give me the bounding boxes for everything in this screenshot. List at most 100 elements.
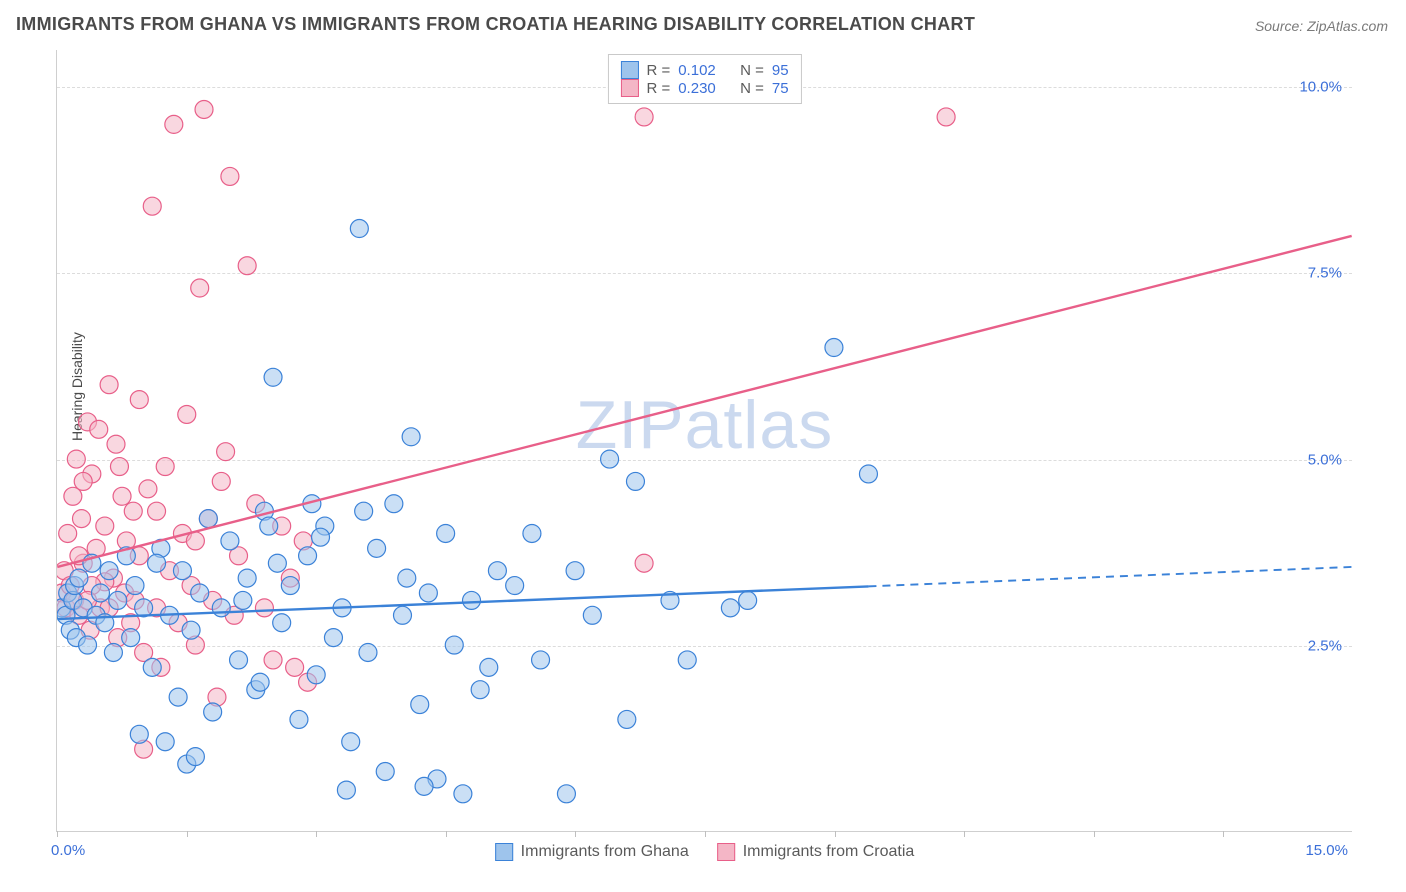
ghana-point: [739, 591, 757, 609]
ghana-point: [398, 569, 416, 587]
ghana-point: [221, 532, 239, 550]
ghana-point: [626, 472, 644, 490]
ghana-point: [264, 368, 282, 386]
croatia-point: [110, 458, 128, 476]
ghana-point: [355, 502, 373, 520]
ghana-point: [290, 710, 308, 728]
x-axis-min-label: 0.0%: [51, 842, 85, 859]
croatia-point: [165, 115, 183, 133]
ghana-point: [268, 554, 286, 572]
croatia-point: [178, 405, 196, 423]
ghana-regression-line-dashed: [868, 567, 1351, 586]
ghana-point: [299, 547, 317, 565]
ghana-point: [91, 584, 109, 602]
ghana-point: [368, 539, 386, 557]
ghana-point: [419, 584, 437, 602]
ghana-point: [523, 524, 541, 542]
croatia-point: [286, 658, 304, 676]
ghana-point: [273, 614, 291, 632]
xtick: [964, 831, 965, 837]
ghana-point: [471, 681, 489, 699]
ghana-point: [122, 629, 140, 647]
ghana-point: [566, 562, 584, 580]
ghana-point: [825, 339, 843, 357]
legend-R-croatia: 0.230: [678, 80, 716, 97]
ghana-point: [506, 577, 524, 595]
ghana-point: [109, 591, 127, 609]
xtick: [835, 831, 836, 837]
ghana-point: [173, 562, 191, 580]
ghana-point: [859, 465, 877, 483]
legend-label-croatia: Immigrants from Croatia: [743, 843, 915, 861]
ghana-point: [445, 636, 463, 654]
ghana-point: [79, 636, 97, 654]
chart-title: IMMIGRANTS FROM GHANA VS IMMIGRANTS FROM…: [16, 14, 975, 35]
legend-swatch-croatia: [717, 843, 735, 861]
ghana-point: [191, 584, 209, 602]
croatia-point: [139, 480, 157, 498]
ghana-point: [234, 591, 252, 609]
legend-series: Immigrants from Ghana Immigrants from Cr…: [495, 843, 915, 861]
croatia-point: [113, 487, 131, 505]
ghana-point: [148, 554, 166, 572]
ghana-point: [182, 621, 200, 639]
xtick: [575, 831, 576, 837]
ghana-point: [415, 777, 433, 795]
croatia-regression-line: [57, 236, 1351, 567]
ghana-point: [376, 763, 394, 781]
croatia-point: [635, 554, 653, 572]
croatia-point: [191, 279, 209, 297]
legend-swatch-ghana: [620, 61, 638, 79]
ghana-point: [557, 785, 575, 803]
ghana-point: [463, 591, 481, 609]
legend-item-ghana: Immigrants from Ghana: [495, 843, 689, 861]
croatia-point: [59, 524, 77, 542]
ghana-point: [532, 651, 550, 669]
croatia-point: [156, 458, 174, 476]
croatia-point: [124, 502, 142, 520]
ghana-point: [212, 599, 230, 617]
ghana-point: [156, 733, 174, 751]
legend-label-ghana: Immigrants from Ghana: [521, 843, 689, 861]
ghana-point: [260, 517, 278, 535]
ghana-point: [324, 629, 342, 647]
legend-R-label: R =: [646, 80, 670, 97]
ghana-point: [393, 606, 411, 624]
ghana-point: [480, 658, 498, 676]
legend-N-croatia: 75: [772, 80, 789, 97]
ghana-point: [307, 666, 325, 684]
xtick: [316, 831, 317, 837]
croatia-point: [195, 101, 213, 119]
legend-stats-box: R = 0.102 N = 95 R = 0.230 N = 75: [607, 54, 801, 104]
ghana-point: [721, 599, 739, 617]
ghana-point: [104, 643, 122, 661]
ghana-point: [385, 495, 403, 513]
ghana-point: [199, 510, 217, 528]
croatia-point: [90, 420, 108, 438]
ghana-point: [342, 733, 360, 751]
croatia-point: [130, 391, 148, 409]
xtick: [187, 831, 188, 837]
legend-R-ghana: 0.102: [678, 62, 716, 79]
legend-N-label: N =: [740, 62, 764, 79]
croatia-point: [143, 197, 161, 215]
croatia-point: [96, 517, 114, 535]
xtick: [1094, 831, 1095, 837]
croatia-point: [264, 651, 282, 669]
ghana-point: [618, 710, 636, 728]
legend-R-label: R =: [646, 62, 670, 79]
croatia-point: [221, 167, 239, 185]
ghana-point: [488, 562, 506, 580]
chart-area: Hearing Disability ZIPatlas 2.5%5.0%7.5%…: [56, 50, 1352, 832]
croatia-point: [255, 599, 273, 617]
ghana-point: [454, 785, 472, 803]
ghana-point: [350, 220, 368, 238]
ghana-point: [186, 748, 204, 766]
xtick: [446, 831, 447, 837]
croatia-point: [238, 257, 256, 275]
xtick: [705, 831, 706, 837]
ghana-point: [126, 577, 144, 595]
ghana-point: [204, 703, 222, 721]
legend-stats-row-ghana: R = 0.102 N = 95: [620, 61, 788, 79]
croatia-point: [100, 376, 118, 394]
